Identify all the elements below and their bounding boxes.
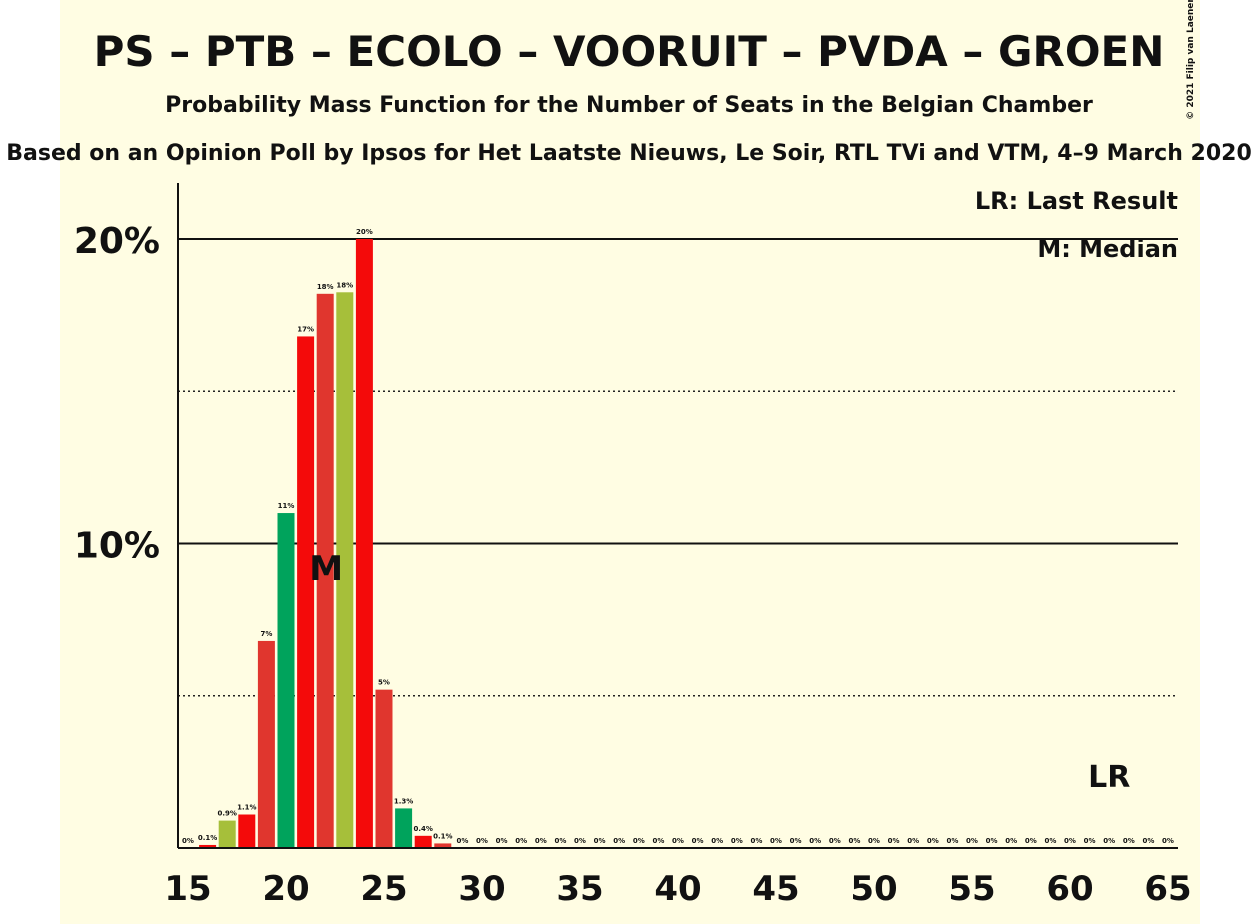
bar-value-label: 0% [1084, 837, 1096, 845]
bar-value-label: 18% [317, 283, 334, 291]
bar-value-label: 7% [260, 630, 272, 638]
bar-value-label: 1.3% [394, 797, 413, 805]
bar-value-label: 0% [986, 837, 998, 845]
bar-value-label: 0% [888, 837, 900, 845]
bar-value-label: 0% [809, 837, 821, 845]
bar [199, 844, 217, 848]
bar-value-label: 0% [613, 837, 625, 845]
bar-value-label: 0% [1142, 837, 1154, 845]
x-tick-label: 65 [1144, 869, 1191, 909]
bar-value-label: 0% [182, 837, 194, 845]
bar-value-label: 0% [790, 837, 802, 845]
bar [395, 808, 413, 848]
bar [277, 513, 295, 848]
bar-value-label: 0% [515, 837, 527, 845]
bar-value-label: 0% [770, 837, 782, 845]
bar-value-label: 20% [356, 228, 373, 236]
bar-value-label: 0% [476, 837, 488, 845]
y-tick-label: 10% [74, 526, 160, 567]
bar [414, 835, 432, 848]
bar-value-label: 0% [594, 837, 606, 845]
bar-value-label: 0% [672, 837, 684, 845]
bar-value-label: 0% [1103, 837, 1115, 845]
bar-value-label: 0% [535, 837, 547, 845]
bar [434, 843, 452, 848]
bar-value-label: 0% [554, 837, 566, 845]
bar-value-label: 0.1% [433, 832, 452, 840]
bar-value-label: 0% [1005, 837, 1017, 845]
chart-subtitle: Probability Mass Function for the Number… [165, 93, 1093, 118]
bar [218, 820, 236, 848]
last-result-marker: LR [1088, 760, 1130, 795]
x-tick-label: 15 [164, 869, 211, 909]
bar [336, 292, 354, 849]
bar [375, 689, 393, 848]
bar-value-label: 0% [1064, 837, 1076, 845]
x-tick-label: 20 [262, 869, 309, 909]
bar-value-label: 1.1% [237, 804, 256, 812]
chart-source-line: Based on an Opinion Poll by Ipsos for He… [6, 141, 1252, 166]
bar [297, 336, 315, 848]
bar [238, 814, 256, 848]
bar-value-label: 0% [496, 837, 508, 845]
bar-value-label: 0% [1044, 837, 1056, 845]
bar-value-label: 0% [574, 837, 586, 845]
bar-value-label: 0% [456, 837, 468, 845]
bar-value-label: 11% [278, 502, 295, 510]
bar-value-label: 0% [868, 837, 880, 845]
bar-value-label: 0.9% [217, 810, 236, 818]
bar-value-label: 5% [378, 679, 390, 687]
x-tick-label: 40 [654, 869, 701, 909]
bar [316, 293, 334, 848]
bar-value-label: 0% [652, 837, 664, 845]
legend-median: M: Median [1037, 235, 1178, 263]
x-tick-label: 35 [556, 869, 603, 909]
bar-value-label: 0% [1123, 837, 1135, 845]
median-marker: M [309, 549, 343, 589]
x-tick-label: 25 [360, 869, 407, 909]
copyright-notice: © 2021 Filip van Laenen [1186, 0, 1196, 120]
x-tick-label: 55 [948, 869, 995, 909]
x-tick-label: 50 [850, 869, 897, 909]
bar-value-label: 0% [946, 837, 958, 845]
y-tick-label: 20% [74, 221, 160, 262]
bar [355, 239, 373, 848]
bar-value-label: 0% [750, 837, 762, 845]
bar-value-label: 18% [336, 281, 353, 289]
bar-value-label: 0% [848, 837, 860, 845]
bar-value-label: 0% [711, 837, 723, 845]
chart-title: PS – PTB – ECOLO – VOORUIT – PVDA – GROE… [94, 27, 1165, 76]
bar-value-label: 0% [1025, 837, 1037, 845]
bar-value-label: 0% [1162, 837, 1174, 845]
chart-background [60, 0, 1200, 924]
bars [199, 239, 452, 849]
bar-value-label: 0% [829, 837, 841, 845]
bar-value-label: 0.1% [198, 834, 217, 842]
axes: 15 20 25 30 35 40 45 50 55 60 65 [164, 183, 1192, 909]
bar-value-label: 0% [731, 837, 743, 845]
legend-last-result: LR: Last Result [975, 187, 1178, 215]
x-tick-label: 30 [458, 869, 505, 909]
bar-value-label: 0% [692, 837, 704, 845]
bar-value-label: 17% [297, 325, 314, 333]
gridlines: 10% 20% [70, 217, 1178, 697]
bar-value-label: 0.4% [413, 825, 432, 833]
x-tick-label: 45 [752, 869, 799, 909]
bar-value-label: 0% [966, 837, 978, 845]
bar-value-label: 0% [907, 837, 919, 845]
value-labels: 0% 0.1% 0.9%1.1% 7% 11% 17% 18% 18% 20% 5% 1.3% 0.4… [182, 228, 1174, 845]
x-tick-label: 60 [1046, 869, 1093, 909]
bar-value-label: 0% [633, 837, 645, 845]
bar [257, 640, 275, 848]
bar-value-label: 0% [927, 837, 939, 845]
